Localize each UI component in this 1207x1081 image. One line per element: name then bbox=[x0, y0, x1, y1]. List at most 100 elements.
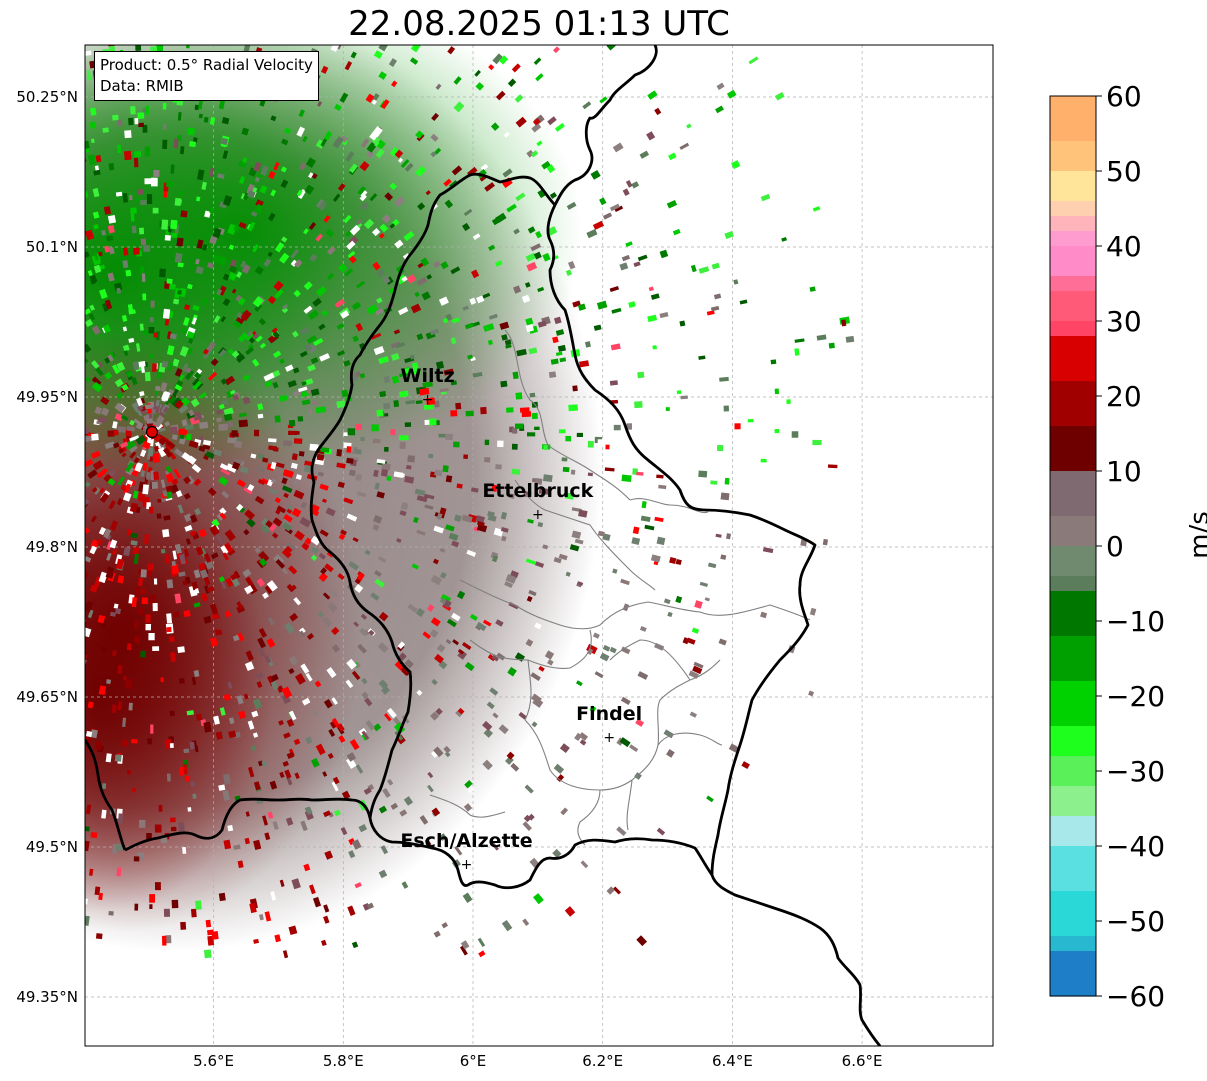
velocity-gate bbox=[85, 570, 89, 579]
velocity-gate bbox=[311, 757, 320, 768]
velocity-gate bbox=[609, 285, 620, 293]
velocity-gate bbox=[240, 309, 252, 322]
velocity-gate bbox=[512, 285, 522, 294]
velocity-gate bbox=[108, 910, 114, 916]
velocity-gate bbox=[422, 631, 431, 640]
velocity-gate bbox=[627, 247, 635, 254]
velocity-gate bbox=[459, 945, 468, 956]
velocity-gate bbox=[294, 772, 300, 780]
velocity-gate bbox=[686, 123, 692, 129]
velocity-gate bbox=[164, 443, 173, 451]
velocity-gate bbox=[341, 790, 351, 800]
velocity-gate bbox=[239, 465, 250, 474]
colorbar-band bbox=[1050, 666, 1096, 682]
colorbar-band bbox=[1050, 231, 1096, 247]
velocity-gate bbox=[89, 274, 98, 284]
city-marker: + bbox=[532, 507, 544, 523]
colorbar-band bbox=[1050, 411, 1096, 427]
velocity-gate bbox=[609, 380, 618, 386]
velocity-gate bbox=[298, 161, 307, 171]
velocity-gate bbox=[446, 618, 457, 628]
velocity-gate bbox=[164, 234, 171, 241]
velocity-gate bbox=[165, 935, 172, 944]
velocity-gate bbox=[554, 316, 562, 325]
velocity-gate bbox=[373, 515, 383, 524]
velocity-gate bbox=[90, 107, 97, 116]
velocity-gate bbox=[411, 563, 419, 570]
velocity-gate bbox=[406, 464, 412, 470]
velocity-gate bbox=[243, 693, 249, 700]
velocity-gate bbox=[253, 781, 261, 791]
velocity-gate bbox=[125, 678, 133, 690]
velocity-gate bbox=[576, 432, 584, 438]
velocity-gate bbox=[625, 241, 633, 247]
velocity-gate bbox=[190, 398, 200, 408]
velocity-gate bbox=[293, 289, 301, 298]
velocity-gate bbox=[528, 589, 537, 597]
velocity-gate bbox=[298, 109, 305, 118]
velocity-gate bbox=[523, 814, 532, 823]
velocity-gate bbox=[323, 130, 333, 141]
velocity-gate bbox=[117, 813, 124, 824]
velocity-gate bbox=[95, 154, 102, 163]
velocity-gate bbox=[343, 360, 351, 367]
velocity-gate bbox=[236, 601, 244, 610]
velocity-gate bbox=[416, 276, 428, 287]
velocity-gate bbox=[427, 771, 434, 779]
velocity-gate bbox=[224, 375, 236, 386]
velocity-gate bbox=[351, 670, 361, 681]
velocity-gate bbox=[294, 530, 305, 541]
velocity-gate bbox=[115, 843, 124, 852]
colorbar-band bbox=[1050, 381, 1096, 397]
velocity-gate bbox=[435, 707, 443, 716]
velocity-gate bbox=[227, 824, 234, 832]
velocity-gate bbox=[315, 285, 327, 297]
velocity-gate bbox=[230, 572, 239, 581]
velocity-gate bbox=[503, 131, 510, 138]
velocity-gate bbox=[232, 394, 240, 401]
velocity-gate bbox=[430, 750, 439, 758]
velocity-gate bbox=[586, 643, 598, 655]
velocity-gate bbox=[605, 444, 610, 450]
velocity-gate bbox=[565, 269, 572, 276]
velocity-gate bbox=[351, 839, 362, 850]
velocity-gate bbox=[89, 584, 99, 593]
velocity-gate bbox=[201, 297, 208, 306]
velocity-gate bbox=[218, 99, 226, 110]
velocity-gate bbox=[521, 411, 532, 418]
velocity-gate bbox=[597, 439, 605, 446]
velocity-gate bbox=[506, 751, 515, 760]
velocity-gate bbox=[166, 278, 173, 285]
velocity-gate bbox=[407, 455, 416, 463]
velocity-gate bbox=[123, 350, 129, 357]
velocity-gate bbox=[233, 844, 241, 851]
velocity-gate bbox=[748, 56, 759, 65]
velocity-gate bbox=[371, 228, 381, 237]
velocity-gate bbox=[132, 547, 140, 555]
velocity-gate bbox=[155, 441, 162, 450]
velocity-gate bbox=[111, 650, 117, 657]
velocity-gate bbox=[774, 388, 780, 395]
velocity-gate bbox=[165, 485, 174, 494]
velocity-gate bbox=[166, 345, 175, 356]
velocity-gate bbox=[713, 293, 722, 300]
velocity-gate bbox=[304, 537, 313, 546]
velocity-gate bbox=[428, 453, 434, 459]
velocity-gate bbox=[378, 71, 387, 80]
velocity-gate bbox=[462, 305, 469, 311]
colorbar-band bbox=[1050, 351, 1096, 367]
velocity-gate bbox=[247, 343, 255, 351]
velocity-gate bbox=[318, 572, 328, 582]
velocity-gate bbox=[323, 915, 330, 924]
velocity-gate bbox=[85, 376, 91, 383]
velocity-gate bbox=[425, 190, 431, 196]
velocity-gate bbox=[322, 771, 328, 777]
velocity-gate bbox=[198, 445, 206, 452]
velocity-gate bbox=[380, 99, 390, 110]
velocity-gate bbox=[85, 140, 90, 150]
velocity-gate bbox=[376, 409, 384, 417]
velocity-gate bbox=[236, 479, 247, 488]
velocity-gate bbox=[343, 432, 349, 437]
velocity-gate bbox=[414, 488, 426, 496]
velocity-gate bbox=[293, 738, 301, 746]
